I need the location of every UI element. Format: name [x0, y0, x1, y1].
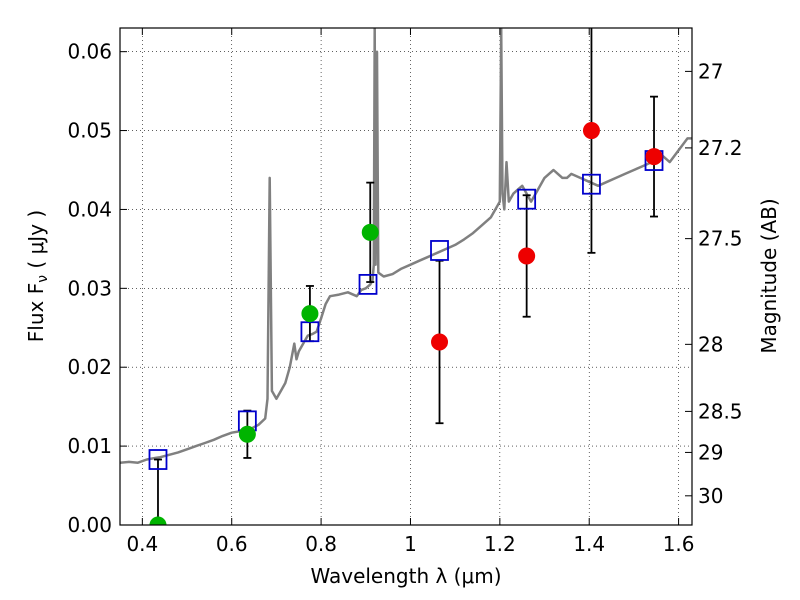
- mag-tick-label: 28.5: [698, 399, 743, 423]
- y-tick-label: 0.00: [67, 513, 112, 537]
- x-tick-label: 1.2: [484, 532, 516, 556]
- mag-tick-label: 27.5: [698, 227, 743, 251]
- x-tick-label: 0.8: [305, 532, 337, 556]
- model-photometry-square: [582, 173, 601, 195]
- y-tick-label: 0.03: [67, 276, 112, 300]
- axis-ticks: 0.4 0.6 0.8 1 1.2 1.4 1.6 0.00 0.01 0.02 0.03 0.04 0…: [67, 28, 743, 556]
- mag-tick-label: 27: [698, 59, 723, 83]
- x-tick-label: 0.6: [216, 532, 248, 556]
- mag-tick-label: 28: [698, 332, 723, 356]
- model-photometry-square: [358, 273, 378, 295]
- y-tick-label: 0.01: [67, 434, 112, 458]
- x-tick-label: 1.4: [573, 532, 605, 556]
- green-point: [301, 305, 319, 323]
- mag-tick-label: 29: [698, 440, 723, 464]
- y2-axis-title: Magnitude (AB): [757, 198, 781, 353]
- mag-tick-label: 30: [698, 484, 723, 508]
- mag-tick-label: 27.2: [698, 136, 743, 160]
- x-axis-title: Wavelength λ (μm): [310, 564, 501, 588]
- green-point: [238, 425, 256, 443]
- plot-area: [120, 28, 692, 525]
- red-point: [518, 247, 536, 265]
- red-point: [582, 122, 600, 140]
- y-tick-label: 0.02: [67, 355, 112, 379]
- model-photometry-square: [300, 321, 320, 343]
- x-tick-label: 1: [404, 532, 417, 556]
- model-photometry-square: [148, 449, 168, 470]
- red-point: [431, 333, 449, 351]
- y-tick-label: 0.04: [67, 197, 112, 221]
- y-tick-label: 0.06: [67, 40, 112, 64]
- x-tick-label: 1.6: [663, 532, 695, 556]
- y-tick-label: 0.05: [67, 119, 112, 143]
- red-point: [645, 148, 663, 166]
- model-photometry-square: [517, 188, 537, 210]
- y-axis-title: Flux Fν ( μJy ): [24, 210, 51, 342]
- x-tick-label: 0.4: [126, 532, 158, 556]
- green-point: [361, 223, 379, 241]
- plot-content: [120, 28, 692, 525]
- model-photometry-square: [430, 240, 449, 261]
- axes-frame: [119, 27, 693, 526]
- green-point: [149, 516, 167, 525]
